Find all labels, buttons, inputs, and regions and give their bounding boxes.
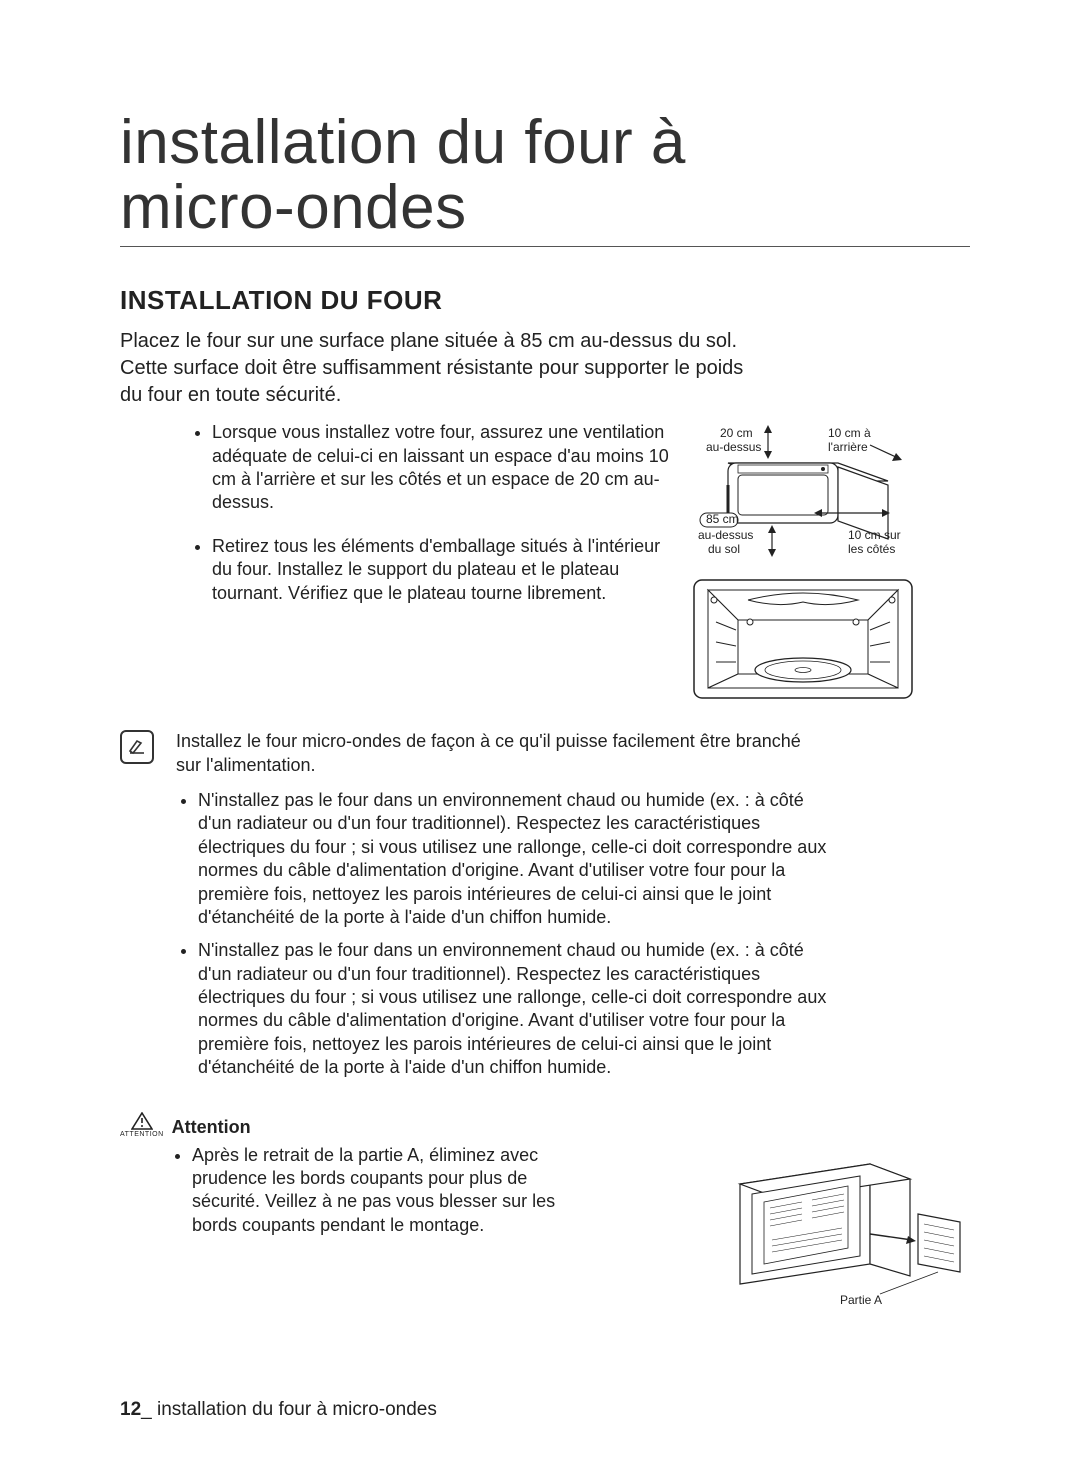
part-a-label: Partie A (840, 1293, 882, 1307)
attention-heading: ATTENTION Attention (120, 1112, 970, 1138)
page-title-line1: installation du four à (120, 108, 686, 177)
manual-page: installation du four à micro-ondes INSTA… (0, 0, 1080, 1477)
clearance-label-top-right-l1: 10 cm à (828, 426, 871, 440)
diagram-stack: 20 cm au-dessus 10 cm à l'arrière (688, 421, 918, 704)
row-top: Lorsque vous installez votre four, assur… (120, 421, 970, 704)
clearance-label-right-l1: 10 cm sur (848, 528, 901, 542)
list-item: N'installez pas le four dans un environn… (198, 939, 828, 1079)
part-a-diagram: Partie A (720, 1144, 970, 1314)
installation-bullets-top: Lorsque vous installez votre four, assur… (120, 421, 672, 625)
clearance-diagram: 20 cm au-dessus 10 cm à l'arrière (688, 421, 918, 566)
clearance-label-top-left-l2: au-dessus (706, 440, 761, 454)
note-text: Installez le four micro-ondes de façon à… (176, 730, 806, 777)
page-footer: 12_ installation du four à micro-ondes (120, 1399, 437, 1421)
list-item: Retirez tous les éléments d'emballage si… (212, 535, 672, 605)
clearance-label-left-l2: au-dessus (698, 528, 753, 542)
list-item: Lorsque vous installez votre four, assur… (212, 421, 672, 515)
attention-icon-label: ATTENTION (120, 1131, 164, 1138)
section-heading: INSTALLATION DU FOUR (120, 285, 970, 316)
clearance-label-right-l2: les côtés (848, 542, 895, 556)
attention-bullets: Après le retrait de la partie A, élimine… (120, 1144, 572, 1258)
clearance-label-top-right-l2: l'arrière (828, 440, 868, 454)
page-title: installation du four à micro-ondes (120, 110, 970, 240)
installation-bullets-mid: N'installez pas le four dans un environn… (176, 789, 828, 1080)
page-number: 12 (120, 1399, 141, 1420)
footer-text: _ installation du four à micro-ondes (141, 1399, 437, 1420)
list-item: N'installez pas le four dans un environn… (198, 789, 828, 929)
note-row: Installez le four micro-ondes de façon à… (120, 730, 970, 1089)
attention-row: Après le retrait de la partie A, élimine… (120, 1144, 970, 1314)
note-icon (120, 730, 154, 764)
clearance-label-left-l3: du sol (708, 542, 740, 556)
attention-icon: ATTENTION (120, 1112, 164, 1138)
attention-block: ATTENTION Attention Après le retrait de … (120, 1112, 970, 1314)
oven-interior-diagram (688, 574, 918, 704)
clearance-label-top-left-l1: 20 cm (720, 426, 753, 440)
title-underline (120, 246, 970, 247)
clearance-label-left-l1: 85 cm (706, 512, 739, 526)
note-body: Installez le four micro-ondes de façon à… (176, 730, 828, 1089)
page-title-line2: micro-ondes (120, 173, 467, 242)
list-item: Après le retrait de la partie A, élimine… (192, 1144, 572, 1238)
attention-label: Attention (172, 1117, 251, 1138)
intro-paragraph: Placez le four sur une surface plane sit… (120, 328, 760, 409)
